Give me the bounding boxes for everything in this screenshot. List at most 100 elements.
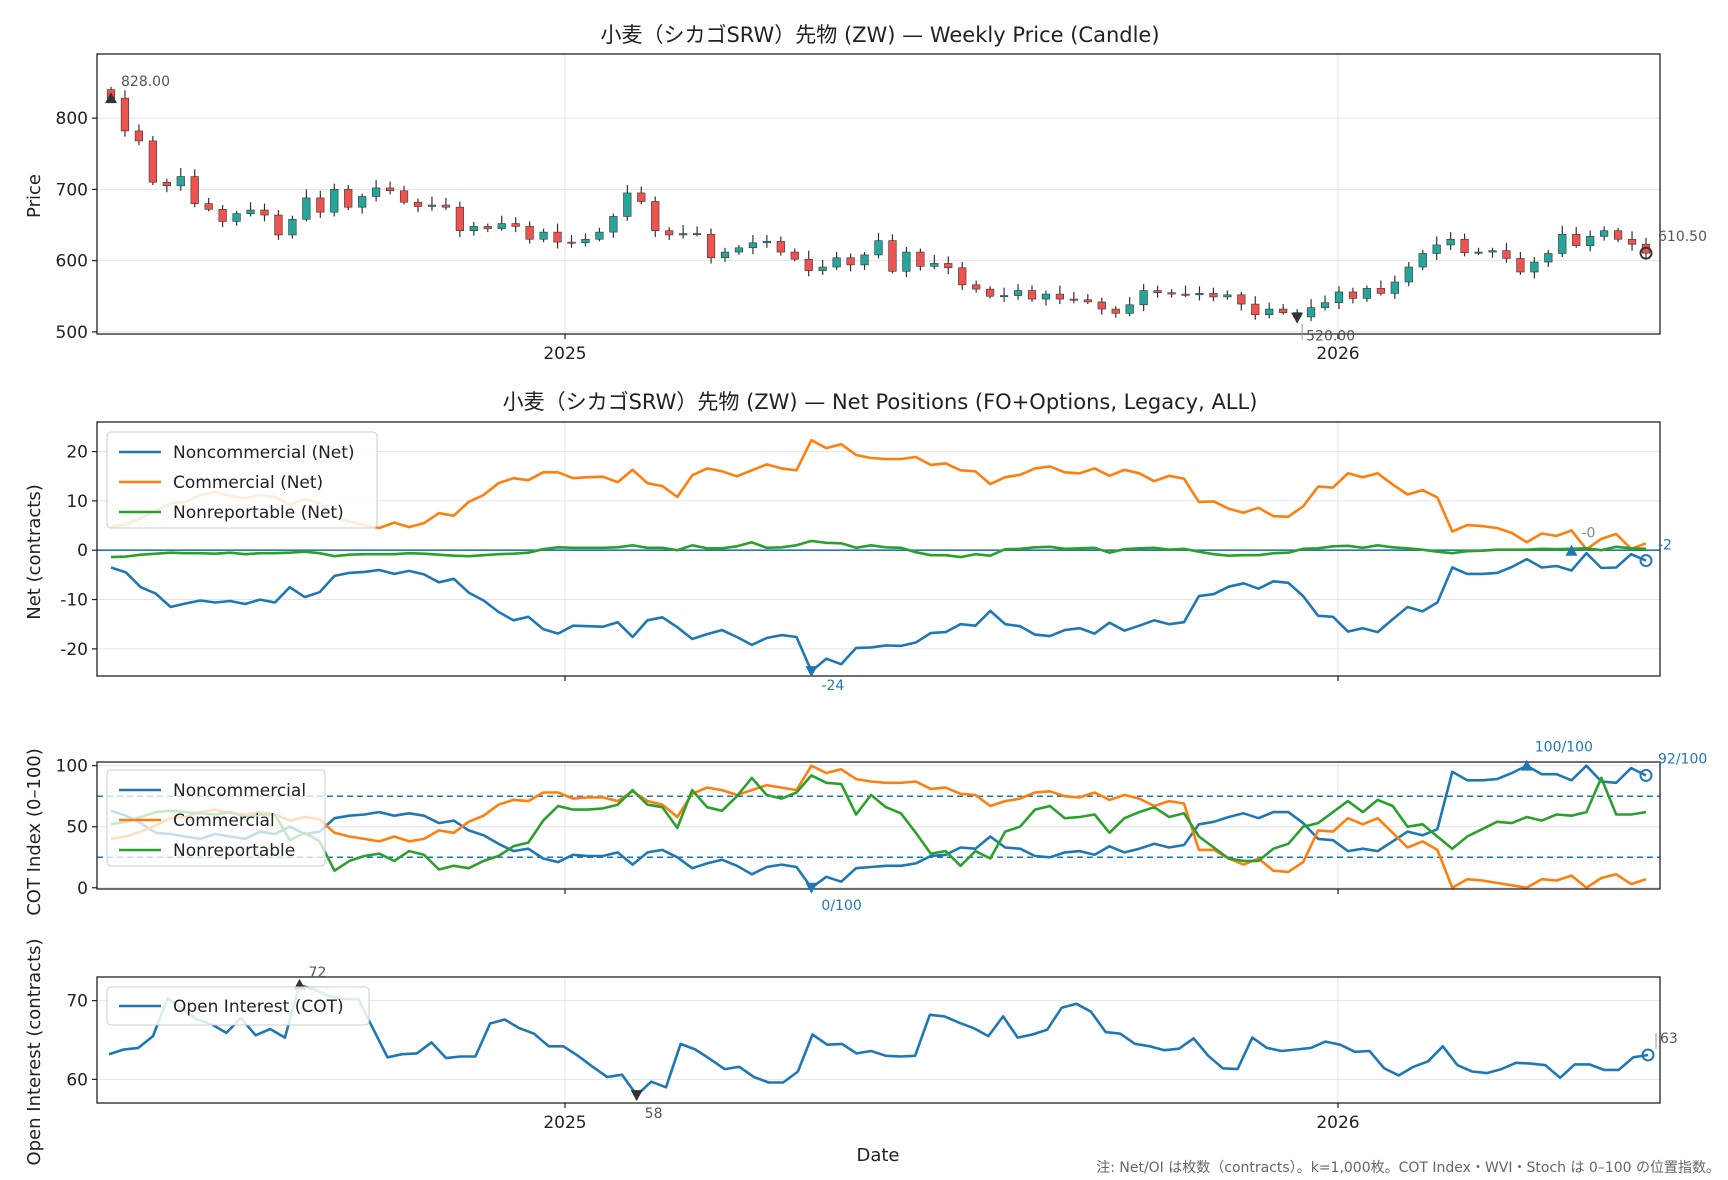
candle-down <box>455 206 464 231</box>
candle-down <box>1613 230 1623 240</box>
candle-up <box>1432 244 1441 254</box>
candle-down <box>916 251 925 267</box>
candle-down <box>511 223 520 227</box>
net-nonrep-marker <box>1565 544 1578 556</box>
y-tick-label: 10 <box>66 492 88 512</box>
candle-up <box>539 231 548 240</box>
max-label: 828.00 <box>121 74 170 90</box>
candle-up <box>176 176 185 187</box>
oi-min-label: 58 <box>645 1106 663 1122</box>
candle-down <box>1027 290 1037 300</box>
candle-down <box>846 257 855 266</box>
candle-down <box>1097 301 1106 310</box>
y-tick-label: 0 <box>77 541 88 561</box>
candle-down <box>553 231 562 243</box>
candle-up <box>1223 294 1232 298</box>
legend-label-open-interest: Open Interest (COT) <box>173 997 344 1017</box>
legend-label-commercial: Commercial <box>173 811 275 831</box>
x-tick-label-2025: 2025 <box>543 344 586 364</box>
candle-up <box>1474 251 1483 254</box>
candle-up <box>1404 266 1413 283</box>
candle-down <box>1251 303 1260 316</box>
net-y-axis-label: Net (contracts) <box>24 484 45 620</box>
last-marker <box>1639 246 1653 260</box>
nonreportable-net-line <box>110 539 1647 559</box>
net-min-marker <box>805 666 818 678</box>
candle-up <box>1320 302 1330 308</box>
candle-down <box>888 240 897 272</box>
legend-label-commercial-net: Commercial (Net) <box>173 473 323 493</box>
candle-down <box>665 230 674 236</box>
candle-down <box>1348 291 1358 299</box>
candle-up <box>762 241 771 244</box>
x-tick-label-2026: 2026 <box>1316 1113 1359 1133</box>
candle-down <box>637 192 646 202</box>
legend-label-nonreportable-net: Nonreportable (Net) <box>173 503 344 523</box>
cot-min-marker <box>805 882 818 894</box>
candle-down <box>1083 299 1092 303</box>
oi-max-label: 72 <box>309 965 327 981</box>
candle-down <box>1502 250 1511 259</box>
y-tick-label: 60 <box>66 1070 88 1090</box>
candle-up <box>358 196 367 208</box>
y-tick-label: -20 <box>60 640 88 660</box>
candle-down <box>804 258 813 271</box>
candle-up <box>874 240 883 256</box>
cot-max-label: 100/100 <box>1535 740 1593 756</box>
candle-down <box>148 140 157 183</box>
candle-up <box>1488 250 1497 253</box>
candle-up <box>1362 288 1372 299</box>
cot-plot-frame <box>96 761 1661 890</box>
candle-down <box>441 204 451 208</box>
oi-last-marker <box>1641 1048 1655 1062</box>
candle-down <box>260 209 269 216</box>
candle-down <box>1181 293 1190 296</box>
y-tick-label: 100 <box>56 757 88 777</box>
cot-index-panel: COT Index (0–100) 0 50 100 0/100 100/100 92/… <box>24 740 1707 916</box>
y-tick-label: 800 <box>56 109 88 129</box>
y-tick-label: 700 <box>56 180 88 200</box>
candle-down <box>190 176 199 204</box>
footer-note: 注: Net/OI は枚数（contracts）。k=1,000枚。COT In… <box>1096 1160 1720 1176</box>
candle-up <box>1446 238 1455 246</box>
candle-up <box>1390 281 1399 294</box>
candle-down <box>204 203 213 210</box>
min-label: 520.00 <box>1306 329 1355 345</box>
net-nonrep-label: -0 <box>1581 526 1595 542</box>
candle-up <box>930 263 939 267</box>
candle-up <box>1195 293 1204 296</box>
candle-up <box>748 242 758 249</box>
oi-last-label: 63 <box>1660 1031 1678 1047</box>
candle-up <box>818 266 827 271</box>
candle-up <box>1558 233 1567 254</box>
net-min-label: -24 <box>821 678 844 694</box>
candle-up <box>1544 253 1553 263</box>
candle-down <box>706 233 716 259</box>
commercial-index-line <box>110 764 1647 890</box>
candle-down <box>1516 258 1525 273</box>
last-label: 610.50 <box>1658 229 1707 245</box>
candle-down <box>1376 288 1385 294</box>
candle-down <box>692 233 702 236</box>
candle-up <box>1013 290 1023 296</box>
candle-down <box>1167 292 1176 295</box>
x-tick-label-2026: 2026 <box>1316 344 1359 364</box>
max-marker <box>105 92 117 104</box>
x-tick-label-2025: 2025 <box>543 1113 586 1133</box>
open-interest-panel: Open Interest (contracts) 60 70 2025 2026 7… <box>24 938 1678 1166</box>
candle-down <box>218 209 227 222</box>
candle-down <box>385 187 395 192</box>
candle-down <box>134 130 144 142</box>
legend-label-nonreportable: Nonreportable <box>173 841 295 861</box>
candle-up <box>1125 304 1134 314</box>
candle-up <box>372 187 381 197</box>
candle-down <box>1153 290 1162 293</box>
oi-plot-frame <box>96 976 1661 1104</box>
candle-up <box>1600 230 1609 237</box>
candle-up <box>246 209 255 214</box>
noncommercial-index-line <box>110 764 1647 890</box>
candle-down <box>525 226 534 240</box>
y-tick-label: 600 <box>56 252 88 272</box>
candle-down <box>316 197 325 213</box>
